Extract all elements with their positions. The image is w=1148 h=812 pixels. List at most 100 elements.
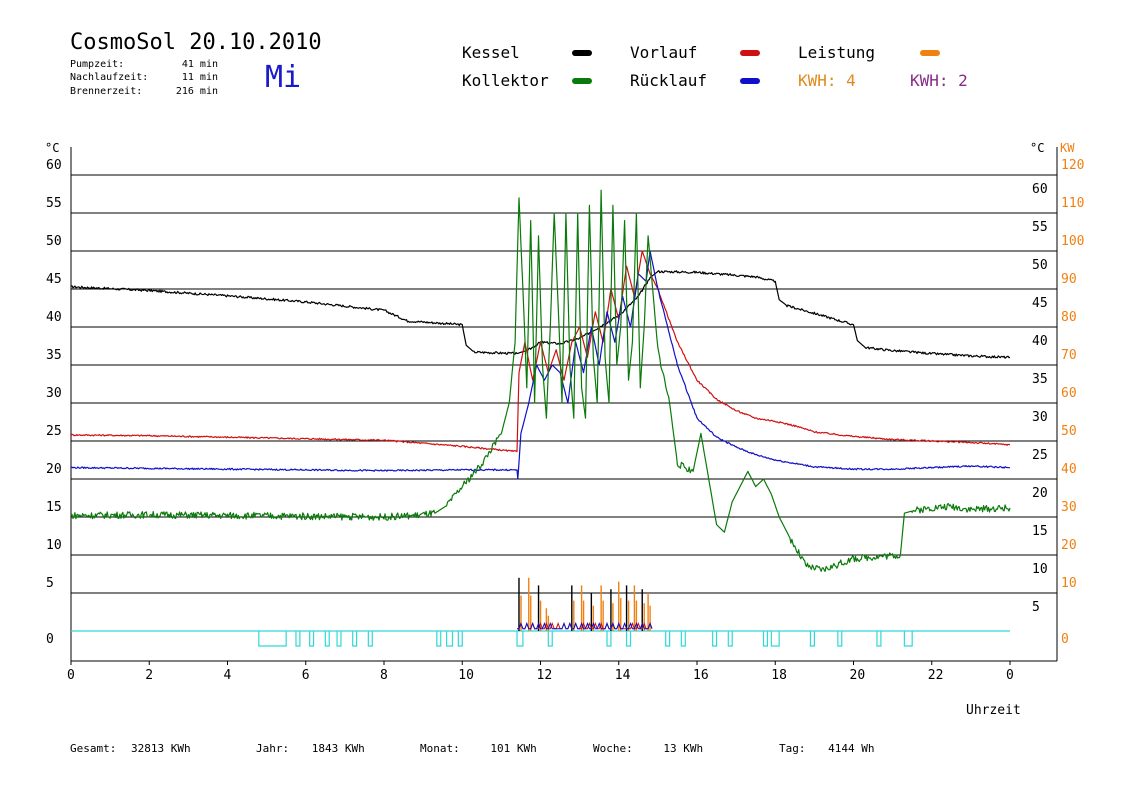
footer-value: 101 KWh — [490, 742, 537, 755]
x-tick-label: 18 — [771, 668, 787, 683]
series-line-vorlauf — [70, 250, 1011, 453]
legend-kollektor-swatch — [572, 78, 592, 84]
pump-pulse — [295, 631, 301, 647]
y-tick-label-power: 80 — [1061, 310, 1077, 325]
y-tick-label-power: 40 — [1061, 462, 1077, 477]
legend-ruecklauf-swatch — [740, 78, 760, 84]
pump-pulse — [837, 631, 843, 647]
pump-pulse — [367, 631, 373, 647]
pump-pulse — [516, 631, 524, 647]
legend-ruecklauf-label: Rücklauf — [630, 71, 708, 90]
y-tick-label-left: 50 — [46, 234, 62, 249]
y-tick-label-power: 70 — [1061, 348, 1077, 363]
y-tick-label-right: 35 — [1032, 372, 1048, 387]
x-tick-label: 10 — [458, 668, 474, 683]
pump-pulse — [324, 631, 330, 647]
y-tick-label-power: 50 — [1061, 424, 1077, 439]
footer-label: Tag: — [779, 742, 806, 755]
y-tick-label-power: 90 — [1061, 272, 1077, 287]
series-line-ruecklauf — [70, 250, 1011, 480]
y-tick-label-left: 0 — [46, 632, 54, 647]
y-tick-label-right: 45 — [1032, 296, 1048, 311]
y-axis-label-right: °C — [1030, 141, 1044, 155]
y-tick-label-left: 35 — [46, 348, 62, 363]
stat-label: Pumpzeit: — [70, 59, 125, 70]
stat-value: 216 min — [175, 86, 218, 97]
page-title: CosmoSol 20.10.2010 — [70, 30, 322, 55]
stat-value: 11 min — [181, 72, 218, 83]
y-axis-label-left: °C — [45, 141, 59, 155]
y-tick-label-power: 20 — [1061, 538, 1077, 553]
legend-vorlauf-swatch — [740, 50, 760, 56]
x-tick-label: 20 — [850, 668, 866, 683]
legend-kwh-a: KWH: 4 — [798, 71, 856, 90]
y-tick-label-left: 40 — [46, 310, 62, 325]
legend-leistung-label: Leistung — [798, 43, 876, 62]
y-tick-label-right: 25 — [1032, 448, 1048, 463]
pump-pulse — [727, 631, 733, 647]
pump-pulse — [457, 631, 463, 647]
y-tick-label-right: 10 — [1032, 562, 1048, 577]
pump-pulse — [547, 631, 553, 647]
y-tick-label-left: 30 — [46, 386, 62, 401]
y-tick-label-right: 50 — [1032, 258, 1048, 273]
x-tick-label: 14 — [615, 668, 631, 683]
footer-monat: Monat: 101 KWh — [420, 742, 537, 755]
x-tick-label: 0 — [67, 668, 75, 683]
stat-label: Brennerzeit: — [70, 86, 143, 97]
y-tick-label-power: 100 — [1061, 234, 1084, 249]
y-tick-label-right: 30 — [1032, 410, 1048, 425]
series-line-kollektor — [70, 189, 1011, 572]
pump-pulse — [625, 631, 632, 647]
stat-pumpzeit: Pumpzeit: 41 min — [70, 59, 218, 70]
x-tick-label: 22 — [928, 668, 944, 683]
y-tick-label-power: 120 — [1061, 158, 1084, 173]
footer-tag: Tag: 4144 Wh — [779, 742, 874, 755]
y-tick-label-left: 20 — [46, 462, 62, 477]
pump-pulse — [712, 631, 718, 647]
y-tick-label-power: 110 — [1061, 196, 1084, 211]
legend-leistung-swatch — [920, 50, 940, 56]
legend-kessel-swatch — [572, 50, 592, 56]
footer-label: Woche: — [593, 742, 633, 755]
x-tick-label: 12 — [537, 668, 553, 683]
pump-pulse — [606, 631, 612, 647]
x-tick-label: 8 — [380, 668, 388, 683]
pump-pulse — [446, 631, 454, 647]
pump-pulse — [809, 631, 815, 647]
weekday-label: Mi — [265, 60, 302, 95]
footer-label: Monat: — [420, 742, 460, 755]
pump-pulse — [309, 631, 315, 647]
y-tick-label-right: 5 — [1032, 600, 1040, 615]
stat-label: Nachlaufzeit: — [70, 72, 149, 83]
y-tick-label-left: 15 — [46, 500, 62, 515]
legend-kollektor-label: Kollektor — [462, 71, 549, 90]
y-tick-label-power: 10 — [1061, 576, 1077, 591]
stat-nachlaufzeit: Nachlaufzeit: 11 min — [70, 72, 218, 83]
series-ripple-ruecklauf — [517, 621, 653, 630]
footer-value: 13 KWh — [663, 742, 704, 755]
y-tick-label-power: 60 — [1061, 386, 1077, 401]
pump-pulse — [876, 631, 882, 647]
stat-brennerzeit: Brennerzeit: 216 min — [70, 86, 218, 97]
pump-pulse — [680, 631, 686, 647]
x-tick-label: 0 — [1006, 668, 1014, 683]
stat-value: 41 min — [181, 59, 218, 70]
pump-pulse — [258, 631, 287, 647]
pump-pulse — [903, 631, 913, 647]
pump-pulse — [352, 631, 358, 647]
footer-jahr: Jahr: 1843 KWh — [256, 742, 365, 755]
footer-woche: Woche: 13 KWh — [593, 742, 703, 755]
x-tick-label: 16 — [693, 668, 709, 683]
footer-label: Gesamt: — [70, 742, 117, 755]
x-tick-label: 2 — [145, 668, 153, 683]
x-tick-label: 6 — [302, 668, 310, 683]
y-tick-label-right: 55 — [1032, 220, 1048, 235]
y-tick-label-right: 60 — [1032, 182, 1048, 197]
y-tick-label-right: 15 — [1032, 524, 1048, 539]
x-tick-label: 4 — [224, 668, 232, 683]
legend-vorlauf-label: Vorlauf — [630, 43, 698, 62]
y-tick-label-left: 5 — [46, 576, 54, 591]
y-tick-label-right: 20 — [1032, 486, 1048, 501]
